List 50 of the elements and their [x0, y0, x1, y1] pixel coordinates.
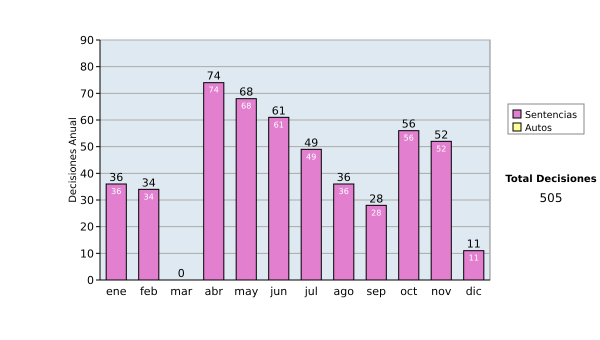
text: Total Decisiones	[505, 174, 597, 185]
y-tick-label: 70	[80, 87, 94, 100]
total-label: 74	[206, 70, 221, 83]
y-tick-label: 40	[80, 167, 94, 180]
total-label: 0	[178, 267, 185, 280]
total-label: 61	[272, 104, 286, 118]
total-label: 34	[142, 176, 156, 190]
x-tick-label: mar	[170, 285, 193, 298]
data-label: 52	[436, 144, 446, 154]
y-tick-label: 80	[80, 60, 94, 74]
y-tick-label: 30	[80, 194, 94, 207]
total-label: 28	[369, 192, 384, 206]
x-tick-label: dic	[466, 285, 482, 298]
x-tick-label: abr	[204, 285, 224, 298]
data-label: 28	[371, 208, 382, 218]
x-tick-label: sep	[366, 285, 386, 298]
data-label: 74	[208, 86, 219, 95]
data-label: 34	[144, 192, 154, 202]
total-label: 52	[434, 128, 448, 142]
data-label: 49	[306, 152, 316, 162]
x-tick-label: jul	[304, 285, 318, 298]
x-tick-label: ene	[106, 285, 127, 298]
y-axis-title: Decisiones Anual	[68, 117, 79, 203]
y-tick-label: 20	[80, 220, 94, 234]
total-label: 36	[109, 171, 124, 184]
total-label: 68	[239, 86, 254, 99]
data-label: 56	[404, 134, 414, 143]
x-tick-label: ago	[334, 285, 354, 298]
data-label: 11	[468, 254, 479, 263]
y-tick-label: 50	[80, 140, 94, 154]
y-tick-label: 10	[80, 247, 94, 260]
legend-label: Sentencias	[525, 110, 578, 121]
total-label: 49	[304, 136, 318, 150]
total-label: 56	[402, 118, 416, 131]
legend-label: Autos	[525, 123, 552, 134]
x-tick-label: jun	[269, 285, 288, 298]
data-label: 68	[241, 102, 252, 111]
total-label: 36	[336, 171, 351, 184]
y-tick-label: 60	[80, 114, 94, 127]
text: 505	[540, 191, 562, 205]
total-label: 11	[466, 238, 481, 251]
data-label: 36	[338, 187, 349, 196]
x-tick-label: feb	[140, 285, 158, 298]
x-tick-label: oct	[400, 285, 418, 298]
y-tick-label: 0	[87, 274, 94, 287]
data-label: 61	[274, 120, 284, 130]
x-tick-label: nov	[431, 285, 452, 298]
y-tick-label: 90	[80, 34, 94, 47]
data-label: 36	[111, 187, 122, 196]
x-tick-label: may	[234, 285, 259, 298]
